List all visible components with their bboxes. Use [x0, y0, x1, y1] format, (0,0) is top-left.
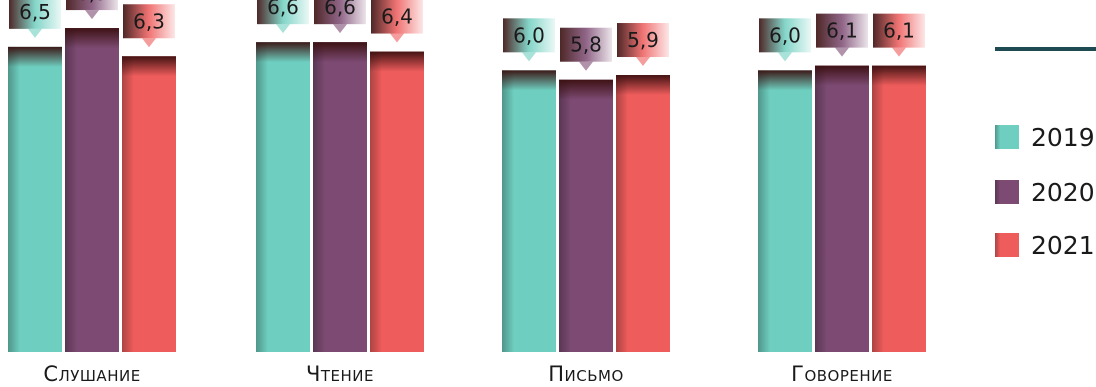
bar-shade [122, 56, 176, 352]
data-label-text: 6,3 [133, 9, 165, 33]
data-label-2019-1: 6,6 [257, 0, 309, 34]
x-tick-labels: Слушание Чтение Письмо Говорение [43, 362, 893, 386]
data-label-box [123, 4, 175, 39]
legend: 2019 2020 2021 [995, 47, 1096, 260]
bar-shade [872, 65, 926, 352]
data-label-pointer [636, 57, 650, 67]
data-label-box [314, 0, 366, 25]
bar-top-band [122, 56, 176, 77]
data-label-text: 6,0 [769, 23, 801, 47]
legend-item-2021: 2021 [995, 231, 1095, 260]
data-label-pointer [892, 47, 906, 57]
data-label-pointer [85, 10, 99, 20]
data-label-text: 6,1 [826, 19, 858, 43]
data-label-text: 6,0 [513, 23, 545, 47]
data-label-2020-1: 6,6 [314, 0, 366, 34]
bar-shade [616, 75, 670, 353]
data-label-box [9, 0, 61, 29]
data-label-box [617, 23, 669, 58]
bar-top-band [758, 70, 812, 91]
data-label-pointer [390, 33, 404, 43]
bar-top-band [370, 51, 424, 72]
bar-shade [65, 28, 119, 352]
data-label-2019-0: 6,5 [9, 0, 61, 38]
legend-label: 2020 [1031, 178, 1095, 207]
data-label-text: 6,5 [19, 0, 51, 24]
data-label-pointer [333, 24, 347, 34]
data-label-box [873, 13, 925, 48]
data-label-box [371, 0, 423, 34]
data-label-pointer [579, 61, 593, 71]
data-label-box [759, 18, 811, 53]
bar-top-band [872, 65, 926, 86]
data-label-2020-0: 6,9 [66, 0, 118, 20]
legend-swatch-shade [995, 125, 1019, 149]
bar-top-band [256, 42, 310, 63]
x-tick-label-1: Чтение [306, 362, 374, 386]
data-label-2019-3: 6,0 [759, 18, 811, 62]
bar-top-band [559, 79, 613, 100]
bar-top-band [616, 75, 670, 96]
bars-layer [8, 28, 926, 353]
data-label-2020-3: 6,1 [816, 13, 868, 57]
data-label-pointer [778, 52, 792, 62]
bar-shade [256, 42, 310, 353]
bar-shade [313, 42, 367, 353]
legend-swatch-shade [995, 233, 1019, 257]
data-label-text: 5,9 [627, 28, 659, 52]
data-label-pointer [276, 24, 290, 34]
bar-shade [815, 65, 869, 352]
data-label-2020-2: 5,8 [560, 27, 612, 71]
data-label-2021-1: 6,4 [371, 0, 423, 43]
bar-shade [502, 70, 556, 352]
data-label-text: 6,9 [76, 0, 108, 5]
data-label-box [503, 18, 555, 53]
data-label-pointer [522, 52, 536, 62]
data-label-2021-2: 5,9 [617, 23, 669, 67]
bar-shade [8, 46, 62, 352]
bar-top-band [65, 28, 119, 49]
x-tick-label-0: Слушание [43, 362, 140, 386]
data-label-2021-3: 6,1 [873, 13, 925, 57]
data-label-box [257, 0, 309, 25]
x-tick-label-3: Говорение [791, 362, 893, 386]
data-label-pointer [835, 47, 849, 57]
data-label-text: 6,6 [267, 0, 299, 19]
data-label-text: 6,6 [324, 0, 356, 19]
bar-top-band [313, 42, 367, 63]
data-labels-layer: 6,5 6,9 6,3 6,6 6,6 6,4 6,0 5,8 5,9 6,0 6,1 6,1 [9, 0, 925, 71]
data-label-pointer [28, 28, 42, 38]
data-label-box [560, 27, 612, 62]
legend-swatch-shade [995, 180, 1019, 204]
data-label-text: 6,4 [381, 5, 413, 29]
bar-top-band [8, 46, 62, 67]
bar-shade [370, 51, 424, 353]
bar-top-band [502, 70, 556, 91]
data-label-text: 6,1 [883, 19, 915, 43]
data-label-text: 5,8 [570, 33, 602, 57]
data-label-2021-0: 6,3 [123, 4, 175, 48]
data-label-2019-2: 6,0 [503, 18, 555, 62]
x-tick-label-2: Письмо [548, 362, 624, 386]
legend-label: 2021 [1031, 231, 1095, 260]
legend-item-2019: 2019 [995, 123, 1095, 152]
data-label-pointer [142, 38, 156, 48]
data-label-box [816, 13, 868, 48]
bar-top-band [815, 65, 869, 86]
legend-item-2020: 2020 [995, 178, 1095, 207]
legend-label: 2019 [1031, 123, 1095, 152]
data-label-box [66, 0, 118, 11]
bar-shade [758, 70, 812, 352]
bar-shade [559, 79, 613, 352]
